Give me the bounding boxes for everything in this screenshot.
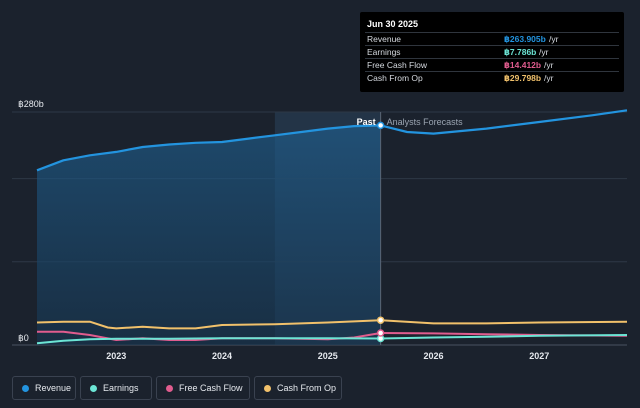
legend-item-earnings[interactable]: Earnings	[80, 376, 152, 400]
tooltip-label: Revenue	[367, 34, 402, 44]
tooltip-row-free-cash-flow: Free Cash Flow ฿14.412b /yr	[365, 58, 619, 72]
cash-from-op-line	[36, 319, 628, 330]
legend-dot-icon	[264, 385, 271, 392]
tooltip-date: Jun 30 2025	[367, 19, 419, 29]
revenue-past-area	[37, 125, 381, 346]
legend-item-free-cash-flow[interactable]: Free Cash Flow	[156, 376, 250, 400]
x-tick-label: 2026	[423, 351, 443, 361]
legend-label: Free Cash Flow	[179, 383, 243, 393]
past-label: Past	[357, 117, 376, 127]
tooltip-row-revenue: Revenue ฿263.905b /yr	[365, 32, 619, 46]
tooltip-row-earnings: Earnings ฿7.786b /yr	[365, 45, 619, 59]
revenue-line	[36, 109, 628, 172]
legend-label: Earnings	[103, 383, 139, 393]
legend-dot-icon	[22, 385, 29, 392]
tooltip-label: Earnings	[367, 47, 401, 57]
revenue-marker	[376, 121, 385, 130]
tooltip-value: ฿7.786b	[504, 47, 537, 57]
x-tick-label: 2023	[106, 351, 126, 361]
tooltip-unit: /yr	[544, 60, 554, 70]
tooltip-value: ฿14.412b	[504, 60, 542, 70]
financials-chart: Past Analysts Forecasts ฿280b ฿0 2023 2024 202…	[12, 99, 628, 361]
y-axis-zero-label: ฿0	[18, 333, 29, 343]
tooltip-unit: /yr	[544, 73, 554, 83]
tooltip-row-cash-from-op: Cash From Op ฿29.798b /yr	[365, 71, 619, 85]
tooltip-unit: /yr	[549, 34, 559, 44]
legend-label: Revenue	[35, 383, 72, 393]
legend-item-revenue[interactable]: Revenue	[12, 376, 76, 400]
x-tick-label: 2024	[212, 351, 232, 361]
tooltip-value: ฿263.905b	[504, 34, 546, 44]
tooltip-unit: /yr	[539, 47, 549, 57]
legend-label: Cash From Op	[277, 383, 337, 393]
legend-item-cash-from-op[interactable]: Cash From Op	[254, 376, 342, 400]
x-tick-label: 2025	[318, 351, 338, 361]
x-tick-label: 2027	[529, 351, 549, 361]
cash-from-op-marker	[376, 316, 385, 324]
y-axis-top-label: ฿280b	[18, 99, 44, 109]
tooltip: Jun 30 2025 Revenue ฿263.905b /yr Earnin…	[360, 12, 624, 92]
tooltip-value: ฿29.798b	[504, 73, 542, 83]
forecast-label: Analysts Forecasts	[387, 117, 464, 127]
earnings-line	[36, 334, 628, 345]
tooltip-label: Free Cash Flow	[367, 60, 427, 70]
tooltip-label: Cash From Op	[367, 73, 423, 83]
free-cash-flow-marker	[376, 329, 385, 337]
legend-dot-icon	[90, 385, 97, 392]
legend-dot-icon	[166, 385, 173, 392]
